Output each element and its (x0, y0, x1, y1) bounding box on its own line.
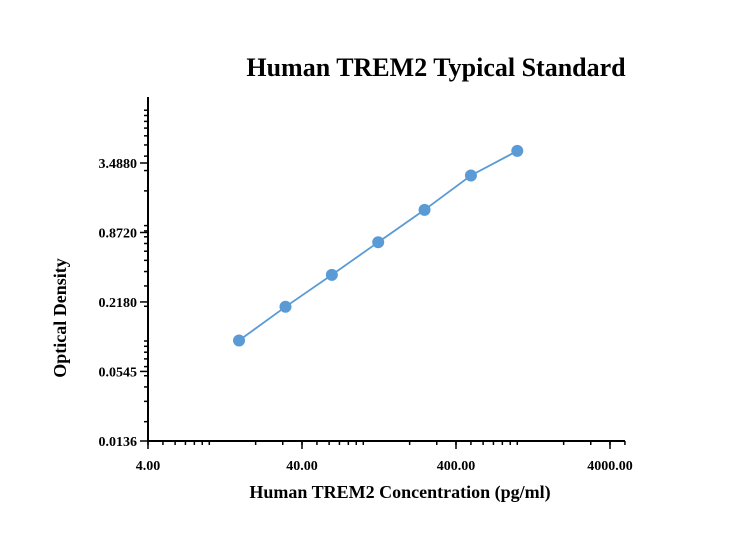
data-point (233, 334, 246, 347)
x-axis-label: Human TREM2 Concentration (pg/ml) (249, 482, 550, 503)
y-tick-label: 0.0545 (99, 365, 138, 380)
y-tick-label: 0.2180 (99, 296, 138, 311)
y-axis-label: Optical Density (50, 258, 70, 378)
chart-title: Human TREM2 Typical Standard (246, 53, 626, 82)
data-point (325, 268, 338, 281)
data-point (511, 144, 524, 157)
x-tick-label: 4.00 (136, 459, 161, 474)
y-tick-label: 0.8720 (99, 226, 138, 241)
y-tick-label: 3.4880 (99, 157, 138, 172)
y-tick-label: 0.0136 (99, 435, 138, 450)
data-point (279, 300, 292, 313)
data-point (372, 236, 385, 249)
series-group (233, 144, 524, 347)
data-point (418, 203, 431, 216)
x-tick-label: 4000.00 (587, 459, 633, 474)
x-tick-label: 400.00 (437, 459, 476, 474)
y-axis-ticks: 0.0136 0.0545 0.2180 0.8720 3.4880 (99, 157, 148, 450)
data-point (464, 169, 477, 182)
x-tick-label: 40.00 (286, 459, 318, 474)
x-axis-ticks: 4.00 40.00 400.00 4000.00 (136, 441, 633, 474)
